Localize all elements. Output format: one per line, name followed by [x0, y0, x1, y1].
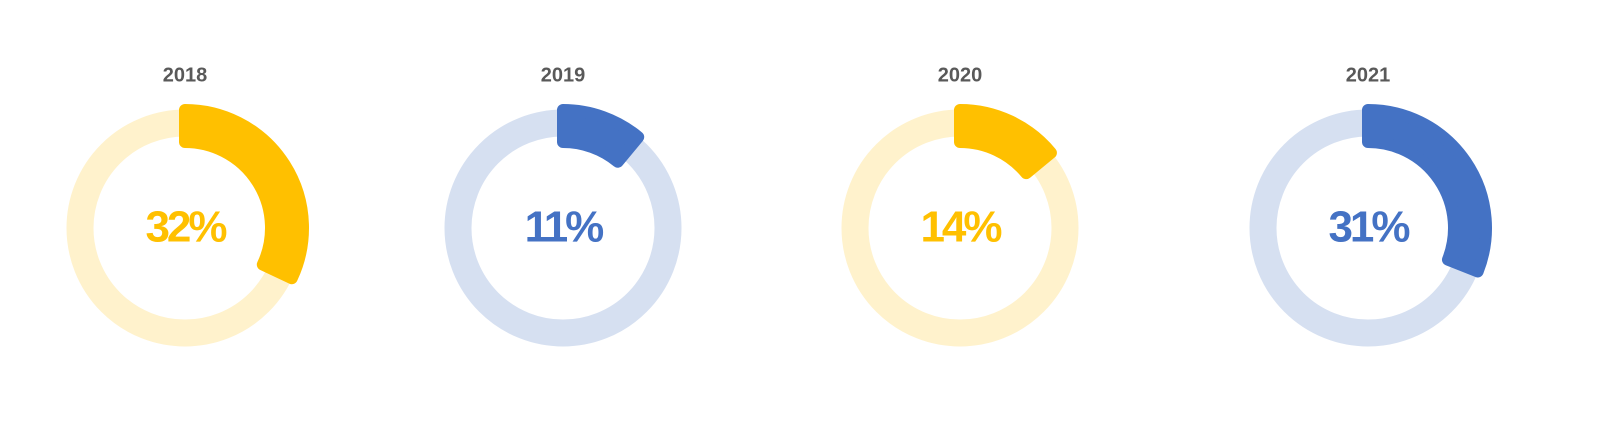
chart-title: 2019: [541, 64, 586, 86]
value-label: 14%: [920, 203, 1001, 252]
value-label: 31%: [1328, 203, 1409, 252]
value-label: 32%: [145, 203, 226, 252]
chart-title: 2020: [938, 64, 983, 86]
donut-segment: [179, 104, 309, 285]
donut-segment: [1362, 104, 1492, 278]
donut-segment: [557, 104, 645, 168]
chart-title: 2021: [1346, 64, 1391, 86]
donut-segment: [954, 104, 1057, 180]
value-label: 11%: [525, 203, 604, 252]
chart-title: 2018: [163, 64, 208, 86]
